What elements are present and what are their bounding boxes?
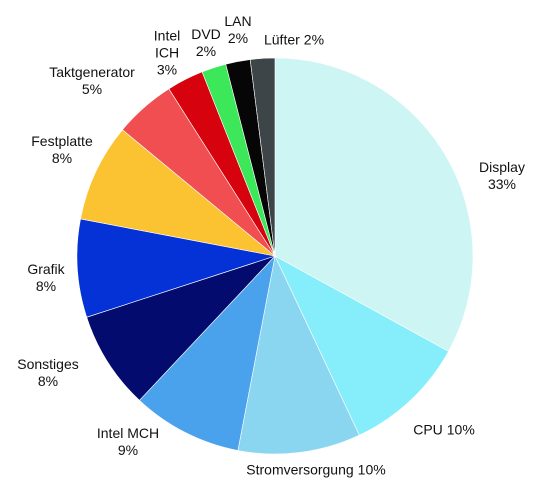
- value-label: 5%: [81, 81, 103, 97]
- value-label: 10%: [357, 461, 386, 478]
- slice-label: Display 33%: [479, 159, 525, 193]
- slice-label: Sonstiges 8%: [17, 356, 78, 390]
- pie-slice: [274, 255, 449, 436]
- value-label: 8%: [35, 278, 57, 294]
- slice-label: Lüfter 2%: [264, 32, 324, 49]
- category-label: Lüfter: [263, 31, 300, 48]
- pie-slice: [86, 255, 276, 401]
- slice-label: Intel MCH 9%: [97, 425, 159, 459]
- value-label: 8%: [51, 150, 73, 166]
- pie-slice: [249, 57, 276, 257]
- pie-slice: [237, 255, 360, 455]
- category-label: LAN: [224, 13, 252, 29]
- slice-label: Festplatte 8%: [31, 133, 92, 167]
- value-label: 3%: [156, 61, 178, 78]
- pie-slice: [80, 129, 276, 257]
- category-label: CPU: [413, 421, 443, 438]
- category-label: DVD: [191, 26, 221, 42]
- slice-label: Grafik 8%: [27, 261, 64, 295]
- category-label: Grafik: [27, 261, 65, 277]
- slice-label: LAN 2%: [224, 13, 251, 47]
- value-label: 2%: [227, 30, 249, 46]
- slice-label: Intel ICH 3%: [149, 28, 185, 79]
- category-label: Sonstiges: [17, 356, 79, 372]
- category-label: Stromversorgung: [246, 461, 354, 478]
- value-label: 33%: [487, 176, 517, 192]
- pie-slice: [139, 255, 276, 451]
- pie-slice: [274, 57, 474, 352]
- value-label: 10%: [446, 421, 475, 438]
- pie-slice: [76, 218, 276, 318]
- value-label: 2%: [195, 43, 217, 59]
- value-label: 9%: [117, 442, 139, 458]
- category-label: Festplatte: [31, 133, 93, 149]
- category-label: Intel MCH: [96, 425, 160, 441]
- slice-label: Stromversorgung 10%: [246, 462, 385, 479]
- slice-label: DVD 2%: [191, 26, 221, 60]
- slice-label: CPU 10%: [413, 422, 475, 439]
- category-label: Taktgenerator: [49, 64, 135, 80]
- category-label: Display: [479, 159, 525, 175]
- value-label: 8%: [37, 373, 59, 389]
- category-label: Intel ICH: [153, 27, 181, 61]
- slice-label: Taktgenerator 5%: [49, 64, 135, 98]
- value-label: 2%: [303, 31, 325, 48]
